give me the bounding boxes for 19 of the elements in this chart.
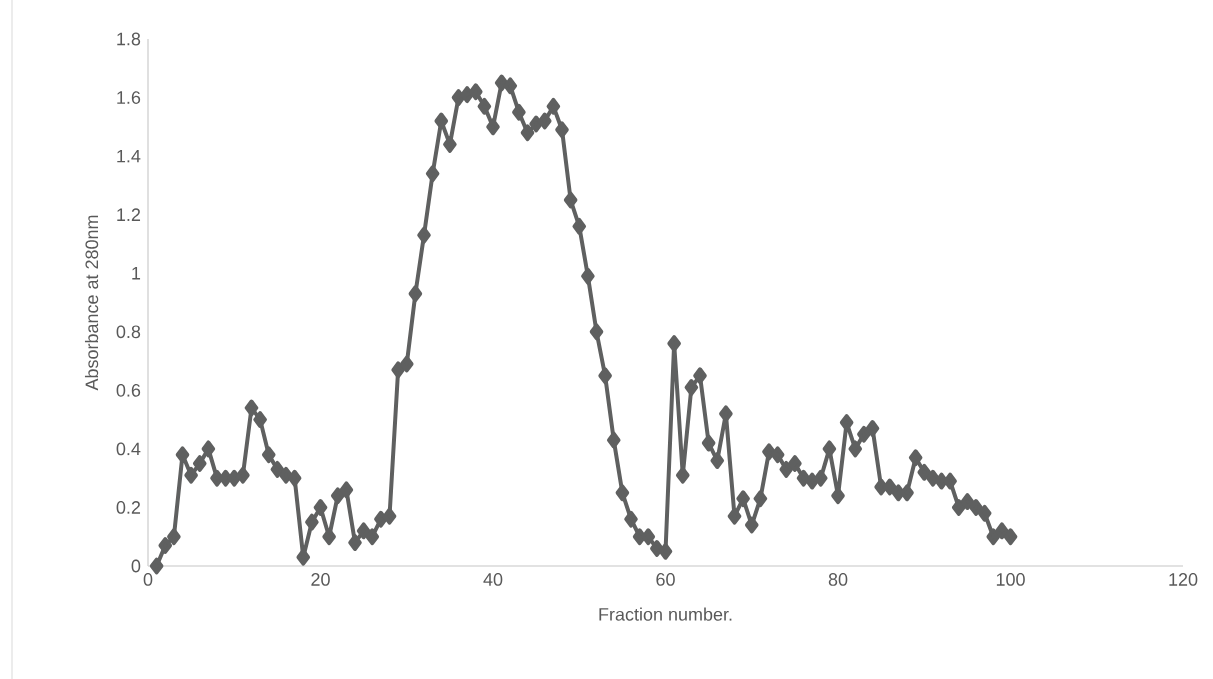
y-tick-label: 1.6: [117, 91, 141, 104]
x-axis-title: Fraction number.: [599, 607, 732, 621]
y-tick-label: 1.4: [117, 149, 141, 163]
x-tick-label: 20: [311, 573, 330, 586]
y-tick-label: 0.2: [116, 501, 141, 514]
y-tick-label: 0.6: [116, 383, 141, 397]
y-tick-label: 0: [131, 559, 141, 573]
y-tick-label: 1.2: [117, 208, 141, 221]
y-tick-label: 1.8: [117, 32, 141, 46]
x-tick-label: 60: [656, 573, 675, 586]
x-tick-label: 0: [143, 573, 153, 586]
y-tick-label: 0.8: [116, 325, 141, 339]
y-tick-label: 0.4: [116, 442, 141, 456]
x-tick-label: 40: [483, 573, 503, 586]
x-tick-label: 80: [828, 573, 848, 586]
x-tick-label: 120: [1169, 573, 1198, 586]
y-tick-label: 1: [132, 267, 141, 280]
x-tick-label: 100: [996, 573, 1025, 586]
y-axis-title: Absorbance at 280nm: [84, 215, 99, 391]
